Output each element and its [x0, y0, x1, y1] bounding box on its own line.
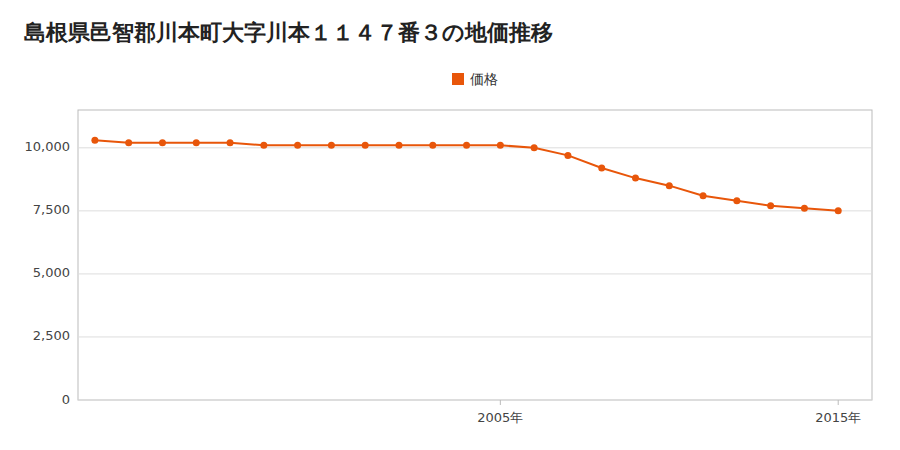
point — [227, 139, 234, 146]
point — [700, 192, 707, 199]
point — [666, 182, 673, 189]
plot-frame — [78, 110, 872, 400]
point — [395, 142, 402, 149]
point — [632, 175, 639, 182]
point — [328, 142, 335, 149]
x-tick-label: 2015年 — [815, 410, 861, 425]
chart-container: 島根県邑智郡川本町大字川本１１４７番３の地価推移 0 2,500 5,000 7,500… — [0, 0, 900, 450]
point — [125, 139, 132, 146]
point — [531, 144, 538, 151]
point — [294, 142, 301, 149]
x-tick — [838, 400, 839, 405]
series-group — [91, 137, 841, 215]
legend-swatch — [452, 73, 464, 85]
grid-line — [78, 400, 872, 401]
point — [767, 202, 774, 209]
point — [835, 207, 842, 214]
legend: 価格 — [452, 71, 498, 87]
point — [91, 137, 98, 144]
y-tick-label: 2,500 — [33, 328, 70, 343]
point — [564, 152, 571, 159]
point — [497, 142, 504, 149]
point — [598, 165, 605, 172]
x-ticks: 2005年 2015年 — [477, 400, 861, 425]
series-line — [95, 140, 838, 211]
point — [429, 142, 436, 149]
point — [159, 139, 166, 146]
y-tick-label: 0 — [62, 392, 70, 407]
grid-line — [78, 273, 872, 274]
chart-svg: 島根県邑智郡川本町大字川本１１４７番３の地価推移 0 2,500 5,000 7,500… — [0, 0, 900, 450]
legend-label: 価格 — [470, 71, 498, 87]
point — [733, 197, 740, 204]
point — [362, 142, 369, 149]
y-tick-label: 7,500 — [33, 202, 70, 217]
grid-line — [78, 147, 872, 148]
y-tick-label: 10,000 — [25, 139, 71, 154]
title: 島根県邑智郡川本町大字川本１１４７番３の地価推移 — [24, 20, 553, 45]
grid-line — [78, 210, 872, 211]
x-tick-label: 2005年 — [477, 410, 523, 425]
point — [193, 139, 200, 146]
legend-item: 価格 — [452, 71, 498, 87]
x-tick — [500, 400, 501, 405]
point — [260, 142, 267, 149]
y-tick-labels: 0 2,500 5,000 7,500 10,000 — [25, 139, 71, 406]
grid-line — [78, 336, 872, 337]
y-tick-label: 5,000 — [33, 265, 70, 280]
y-grid — [78, 148, 872, 400]
point — [463, 142, 470, 149]
point — [801, 205, 808, 212]
